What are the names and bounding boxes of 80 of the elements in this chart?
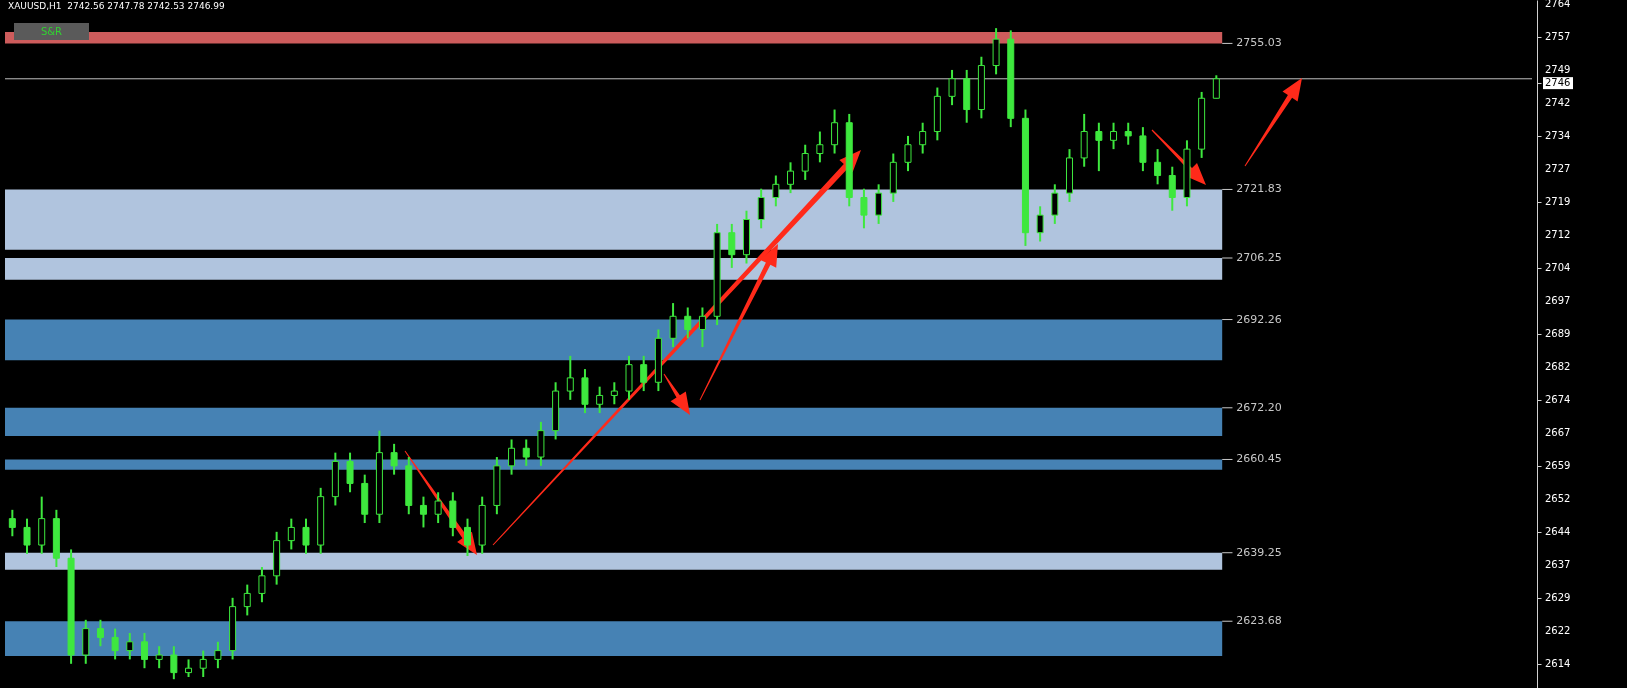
candlestick <box>434 491 442 525</box>
candlestick <box>508 438 516 476</box>
y-tick-label: 2644 <box>1545 525 1571 537</box>
candlestick <box>1036 205 1044 243</box>
y-tick-label: 2629 <box>1545 591 1571 603</box>
y-tick-label: 2682 <box>1545 360 1571 372</box>
y-tick-label: 2704 <box>1545 261 1571 273</box>
candlestick <box>390 442 398 476</box>
candlestick <box>757 187 765 230</box>
candlestick <box>287 517 295 551</box>
band-label: 2672.20 <box>1236 400 1282 414</box>
candlestick <box>346 451 354 494</box>
band-label: 2639.25 <box>1236 545 1282 559</box>
candlestick <box>419 495 427 529</box>
band-label: 2623.68 <box>1236 614 1282 628</box>
band-label: 2692.26 <box>1236 312 1282 326</box>
y-tick-label: 2674 <box>1545 393 1571 405</box>
candlestick <box>1051 183 1059 225</box>
band-label: 2755.03 <box>1236 36 1282 50</box>
candlestick <box>1124 121 1132 146</box>
candlestick <box>566 354 574 401</box>
candlestick <box>875 183 883 225</box>
y-tick-label: 2764 <box>1545 0 1571 9</box>
candlestick <box>258 566 266 604</box>
candlestick <box>199 649 207 678</box>
band-label: 2706.25 <box>1236 251 1282 264</box>
candlestick <box>522 438 530 467</box>
candlestick <box>170 645 178 681</box>
candlestick <box>140 632 148 670</box>
candlestick <box>1110 121 1118 151</box>
candlestick <box>155 645 163 670</box>
candlestick <box>214 640 222 670</box>
y-tick-label: 2697 <box>1545 294 1571 306</box>
candlestick <box>698 306 706 349</box>
candlestick <box>96 618 104 648</box>
candlestick <box>1154 148 1162 186</box>
y-tick-label: 2746 <box>1545 77 1571 89</box>
candlestick <box>831 108 839 155</box>
candlestick <box>111 627 119 661</box>
candlestick <box>772 174 780 208</box>
candlestick <box>596 385 604 415</box>
y-tick-label: 2757 <box>1545 30 1571 42</box>
y-tick-label: 2719 <box>1545 195 1571 207</box>
chart-title: XAUUSD,H1 2742.56 2747.78 2742.53 2746.99 <box>8 1 225 11</box>
y-tick-label: 2742 <box>1545 96 1571 108</box>
candlestick <box>243 583 251 617</box>
y-tick-label: 2622 <box>1545 624 1571 636</box>
y-tick-label: 2614 <box>1545 657 1571 669</box>
candlestick <box>801 143 809 181</box>
candlestick <box>948 68 956 107</box>
candlestick <box>904 134 912 173</box>
candlestick <box>728 222 736 269</box>
y-tick-label: 2689 <box>1545 327 1571 339</box>
candlestick <box>669 302 677 349</box>
candlestick <box>860 187 868 230</box>
candlestick <box>640 354 648 393</box>
candlestick <box>126 632 134 661</box>
y-tick-label: 2727 <box>1545 162 1571 174</box>
y-tick-label: 2637 <box>1545 558 1571 570</box>
y-tick-label: 2749 <box>1545 63 1571 75</box>
y-tick-label: 2659 <box>1545 459 1571 471</box>
candlestick <box>816 130 824 164</box>
candlestick <box>1168 165 1176 212</box>
candlestick <box>464 517 471 558</box>
candlestick <box>23 517 31 555</box>
candlestick <box>610 381 618 406</box>
candlestick <box>8 508 16 538</box>
y-tick-label: 2667 <box>1545 426 1571 438</box>
candlestick <box>1212 74 1220 100</box>
y-tick-label: 2652 <box>1545 492 1571 504</box>
button: S&R <box>14 23 89 40</box>
candlestick <box>1095 121 1103 173</box>
band-label: 2721.83 <box>1236 182 1282 196</box>
candlestick <box>919 121 927 155</box>
y-tick-label: 2734 <box>1545 129 1571 141</box>
candlestick <box>787 161 795 195</box>
y-tick-label: 2712 <box>1545 228 1571 240</box>
candlestick <box>302 517 310 555</box>
band-label: 2660.45 <box>1236 452 1282 466</box>
candlestick <box>684 306 692 340</box>
